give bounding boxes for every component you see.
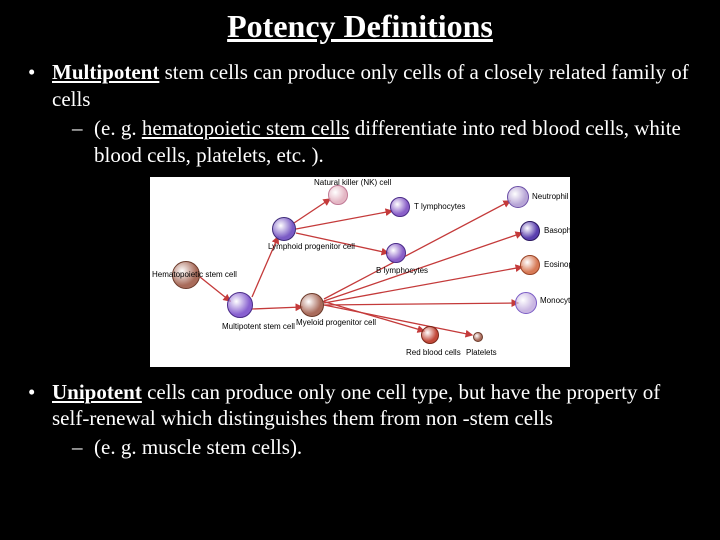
cell-eosinophil [520,255,540,275]
cell-platelet [473,332,483,342]
bullet-text: Unipotent cells can produce only one cel… [52,379,692,433]
sub-prefix: (e. g. [94,116,142,140]
sub-marker: – [72,434,94,461]
cell-multipotent [227,292,253,318]
label-hsc: Hematopoietic stem cell [152,271,184,280]
bullet-sub: – (e. g. muscle stem cells). [28,434,692,461]
cell-myeloid [300,293,324,317]
cell-monocyte [515,292,537,314]
cell-tlymph [390,197,410,217]
label-eosinophil: Eosinophil [544,261,581,270]
cell-neutrophil [507,186,529,208]
slide-title: Potency Definitions [28,8,692,45]
cell-basophil [520,221,540,241]
hematopoiesis-diagram: Hematopoietic stem cell Multipotent stem… [150,177,570,367]
label-basophil: Basophil [544,227,575,236]
bullet-main: • Multipotent stem cells can produce onl… [28,59,692,113]
sub-prefix: (e. g. muscle stem cells). [94,435,302,459]
bullet-unipotent: • Unipotent cells can produce only one c… [28,379,692,462]
diagram-wrap: Hematopoietic stem cell Multipotent stem… [28,177,692,367]
cell-blymph [386,243,406,263]
sub-text: (e. g. hematopoietic stem cells differen… [94,115,692,169]
term-multipotent: Multipotent [52,60,159,84]
label-neutrophil: Neutrophil [532,193,568,202]
sub-marker: – [72,115,94,169]
bullet-sub: – (e. g. hematopoietic stem cells differ… [28,115,692,169]
bullet-marker: • [28,379,52,433]
cell-lymphoid [272,217,296,241]
label-multipotent: Multipotent stem cell [222,323,295,332]
label-monocyte: Monocyte/ macrophage [540,297,624,306]
label-nk: Natural killer (NK) cell [314,179,391,188]
label-blymph: B lymphocytes [376,267,428,276]
sub-text: (e. g. muscle stem cells). [94,434,692,461]
cell-rbc [421,326,439,344]
label-lymphoid: Lymphoid progenitor cell [268,243,355,252]
label-tlymph: T lymphocytes [414,203,465,212]
label-myeloid: Myeloid progenitor cell [296,319,376,328]
bullet-multipotent: • Multipotent stem cells can produce onl… [28,59,692,169]
term-hsc: hematopoietic stem cells [142,116,350,140]
cell-nk [328,185,348,205]
label-platelets: Platelets [466,349,497,358]
bullet-text: Multipotent stem cells can produce only … [52,59,692,113]
bullet-main: • Unipotent cells can produce only one c… [28,379,692,433]
term-unipotent: Unipotent [52,380,142,404]
bullet-rest: cells can produce only one cell type, bu… [52,380,660,431]
bullet-marker: • [28,59,52,113]
label-rbc: Red blood cells [406,349,461,358]
